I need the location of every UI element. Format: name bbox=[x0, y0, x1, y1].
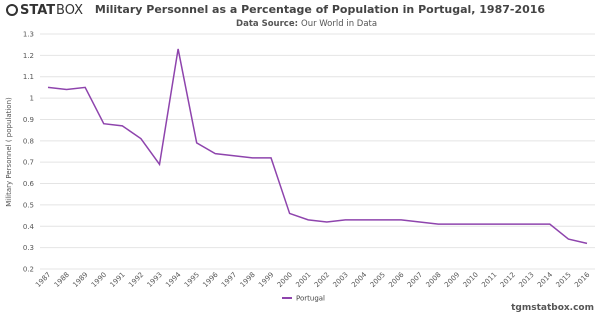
y-tick-label: 0.7 bbox=[23, 159, 34, 167]
y-tick-label: 1.2 bbox=[23, 52, 34, 60]
x-tick-label: 2014 bbox=[536, 270, 555, 289]
x-tick-label: 2006 bbox=[387, 270, 406, 289]
x-tick-label: 2005 bbox=[369, 271, 387, 289]
x-tick-label: 2002 bbox=[313, 271, 331, 289]
x-tick-label: 2015 bbox=[555, 271, 573, 289]
x-tick-label: 1991 bbox=[108, 271, 126, 289]
x-tick-label: 2011 bbox=[480, 271, 498, 289]
x-tick-label: 2007 bbox=[406, 271, 424, 289]
y-tick-label: 1.3 bbox=[23, 31, 34, 39]
x-tick-label: 1997 bbox=[220, 271, 238, 289]
x-tick-label: 1994 bbox=[164, 270, 183, 289]
x-tick-label: 1999 bbox=[257, 271, 275, 289]
y-tick-label: 0.8 bbox=[23, 137, 34, 145]
x-tick-label: 1998 bbox=[239, 271, 257, 289]
x-tick-label: 2000 bbox=[276, 271, 294, 289]
x-tick-label: 2003 bbox=[332, 271, 350, 289]
y-tick-label: 1 bbox=[30, 95, 34, 103]
y-tick-label: 0.9 bbox=[23, 116, 34, 124]
y-axis-label: Military Personnel ( population) bbox=[5, 97, 13, 207]
x-tick-label: 1987 bbox=[34, 271, 52, 289]
logo-light: BOX bbox=[56, 3, 83, 18]
logo-bold: STAT bbox=[20, 3, 55, 18]
x-tick-label: 1995 bbox=[183, 271, 201, 289]
x-tick-label: 2009 bbox=[443, 271, 461, 289]
y-tick-label: 0.3 bbox=[23, 244, 34, 252]
y-tick-label: 1.1 bbox=[23, 73, 34, 81]
y-tick-label: 0.4 bbox=[23, 223, 35, 231]
logo: STAT BOX bbox=[6, 3, 83, 18]
line bbox=[47, 48, 588, 245]
x-tick-label: 2012 bbox=[499, 271, 517, 289]
x-tick-label: 2013 bbox=[517, 271, 535, 289]
y-tick-label: 0.6 bbox=[23, 180, 35, 188]
x-tick-label: 2001 bbox=[294, 271, 312, 289]
x-tick-label: 1993 bbox=[146, 271, 164, 289]
x-tick-label: 1990 bbox=[90, 271, 108, 289]
chart-title: Military Personnel as a Percentage of Po… bbox=[95, 3, 546, 16]
subtitle-source: Our World in Data bbox=[301, 19, 377, 29]
logo-icon bbox=[6, 4, 18, 16]
y-tick-label: 0.5 bbox=[23, 201, 34, 209]
x-tick-label: 2008 bbox=[424, 271, 442, 289]
footer: tgmstatbox.com bbox=[511, 303, 594, 313]
x-tick-label: 2016 bbox=[573, 270, 592, 289]
y-tick-label: 0.2 bbox=[23, 266, 34, 274]
x-tick-label: 2004 bbox=[350, 270, 369, 289]
subtitle-label: Data Source: bbox=[236, 19, 298, 29]
x-tick-label: 2010 bbox=[462, 271, 480, 289]
x-tick-label: 1989 bbox=[71, 271, 89, 289]
x-tick-label: 1992 bbox=[127, 271, 145, 289]
legend-label: Portugal bbox=[296, 295, 325, 303]
x-tick-label: 1996 bbox=[201, 270, 220, 289]
x-tick-label: 1988 bbox=[53, 271, 71, 289]
